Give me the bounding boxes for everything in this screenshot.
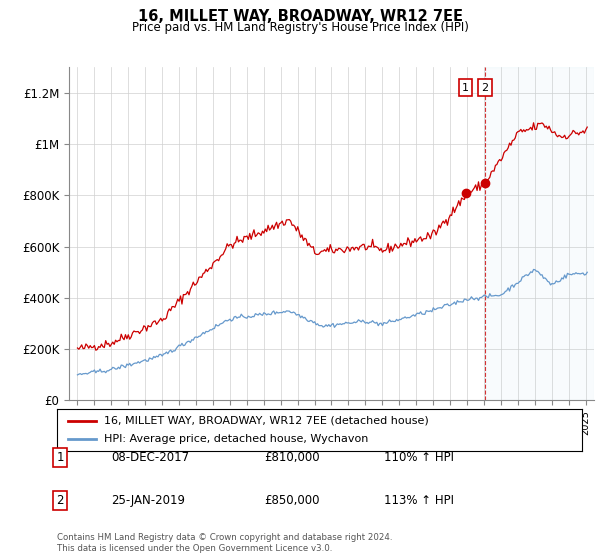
Text: 110% ↑ HPI: 110% ↑ HPI [384, 451, 454, 464]
Text: 16, MILLET WAY, BROADWAY, WR12 7EE: 16, MILLET WAY, BROADWAY, WR12 7EE [137, 9, 463, 24]
Text: 2: 2 [56, 493, 64, 507]
Text: 25-JAN-2019: 25-JAN-2019 [111, 493, 185, 507]
Text: 1: 1 [56, 451, 64, 464]
Text: 1: 1 [462, 83, 469, 93]
Text: Contains HM Land Registry data © Crown copyright and database right 2024.
This d: Contains HM Land Registry data © Crown c… [57, 533, 392, 553]
Text: Price paid vs. HM Land Registry's House Price Index (HPI): Price paid vs. HM Land Registry's House … [131, 21, 469, 34]
Text: HPI: Average price, detached house, Wychavon: HPI: Average price, detached house, Wych… [104, 434, 368, 444]
Text: 113% ↑ HPI: 113% ↑ HPI [384, 493, 454, 507]
Text: £810,000: £810,000 [264, 451, 320, 464]
Bar [485, 67, 594, 400]
Text: £850,000: £850,000 [264, 493, 320, 507]
Text: 2: 2 [482, 83, 488, 93]
Text: 16, MILLET WAY, BROADWAY, WR12 7EE (detached house): 16, MILLET WAY, BROADWAY, WR12 7EE (deta… [104, 416, 429, 426]
Text: 08-DEC-2017: 08-DEC-2017 [111, 451, 189, 464]
